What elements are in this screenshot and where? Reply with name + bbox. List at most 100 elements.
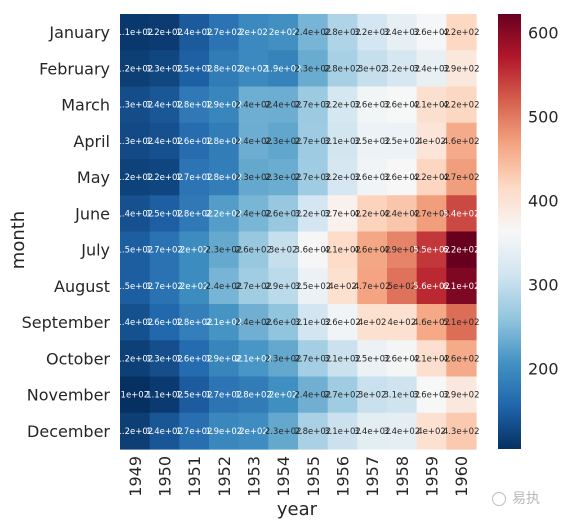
cell-annotation: 2e+02 bbox=[269, 28, 298, 38]
cell-annotation: 2.4e+02 bbox=[235, 318, 272, 328]
heatmap-cell bbox=[357, 86, 388, 124]
cell-annotation: 1.5e+02 bbox=[176, 64, 213, 74]
heatmap-cell bbox=[238, 376, 269, 414]
heatmap-cell bbox=[268, 412, 299, 450]
cell-annotation: 4.1e+02 bbox=[413, 354, 450, 364]
cell-annotation: 4e+02 bbox=[417, 137, 446, 147]
cell-annotation: 2.3e+02 bbox=[294, 64, 331, 74]
heatmap-cell bbox=[387, 50, 418, 88]
heatmap-cell bbox=[268, 304, 299, 341]
heatmap-cell bbox=[357, 195, 388, 233]
heatmap-cell bbox=[179, 195, 210, 233]
cell-annotation: 1.7e+02 bbox=[205, 28, 242, 38]
cell-annotation: 1.5e+02 bbox=[146, 209, 183, 219]
cell-annotation: 4.2e+02 bbox=[354, 209, 391, 219]
cell-annotation: 1.7e+02 bbox=[176, 427, 213, 437]
cell-annotation: 1.1e+02 bbox=[146, 391, 183, 401]
cell-annotation: 4.7e+02 bbox=[443, 173, 480, 183]
cell-annotation: 4e+02 bbox=[417, 427, 446, 437]
chat-bubble-icon bbox=[492, 492, 506, 506]
heatmap-cell bbox=[357, 376, 388, 414]
heatmap-cell bbox=[209, 304, 240, 341]
heatmap-cell bbox=[238, 122, 269, 160]
heatmap-cell bbox=[238, 267, 269, 305]
cell-annotation: 2.4e+02 bbox=[235, 137, 272, 147]
cell-annotation: 1.7e+02 bbox=[205, 391, 242, 401]
cell-annotation: 4.2e+02 bbox=[443, 101, 480, 111]
cell-annotation: 3.6e+02 bbox=[413, 391, 450, 401]
cell-annotation: 4e+02 bbox=[358, 318, 387, 328]
heatmap-cell bbox=[357, 267, 388, 305]
heatmap-cell bbox=[149, 159, 180, 196]
cell-annotation: 2.3e+02 bbox=[265, 137, 302, 147]
heatmap-cell bbox=[327, 304, 358, 341]
heatmap-cell bbox=[327, 86, 358, 124]
heatmap-cell bbox=[149, 304, 180, 341]
heatmap-cell bbox=[327, 267, 358, 305]
cell-annotation: 1.8e+02 bbox=[205, 137, 242, 147]
heatmap-cell bbox=[209, 159, 240, 196]
cell-annotation: 1.9e+02 bbox=[265, 64, 302, 74]
cell-annotation: 4.7e+02 bbox=[354, 282, 391, 292]
heatmap-cell bbox=[209, 340, 240, 378]
cell-annotation: 2e+02 bbox=[180, 246, 209, 256]
heatmap-cell bbox=[120, 159, 151, 196]
cell-annotation: 4e+02 bbox=[388, 318, 417, 328]
heatmap-cell bbox=[120, 86, 151, 124]
cell-annotation: 1.2e+02 bbox=[116, 64, 153, 74]
heatmap-cell bbox=[209, 50, 240, 88]
cell-annotation: 1.4e+02 bbox=[146, 427, 183, 437]
heatmap-cell bbox=[209, 231, 240, 269]
cell-annotation: 1.2e+02 bbox=[146, 28, 183, 38]
heatmap-cell bbox=[416, 14, 447, 51]
heatmap-cell bbox=[179, 231, 210, 269]
heatmap-cell bbox=[120, 267, 151, 305]
cell-annotation: 5.4e+02 bbox=[443, 209, 480, 219]
cell-annotation: 3.2e+02 bbox=[324, 101, 361, 111]
heatmap-cell bbox=[387, 376, 418, 414]
cell-annotation: 1.8e+02 bbox=[176, 101, 213, 111]
heatmap-cell bbox=[446, 195, 477, 233]
cell-annotation: 4.1e+02 bbox=[324, 246, 361, 256]
cell-annotation: 2.7e+02 bbox=[235, 282, 272, 292]
heatmap-cell bbox=[327, 231, 358, 269]
heatmap-cell bbox=[327, 412, 358, 450]
cell-annotation: 2.2e+02 bbox=[205, 209, 242, 219]
x-tick-label: 1954 bbox=[274, 456, 293, 497]
heatmap-cell bbox=[238, 340, 269, 378]
cell-annotation: 3.9e+02 bbox=[443, 64, 480, 74]
cell-annotation: 2.1e+02 bbox=[235, 354, 272, 364]
cell-annotation: 1.4e+02 bbox=[176, 28, 213, 38]
cell-annotation: 1.3e+02 bbox=[146, 64, 183, 74]
heatmap-cell bbox=[387, 267, 418, 305]
heatmap-cell bbox=[446, 304, 477, 341]
x-tick-label: 1955 bbox=[304, 456, 323, 497]
watermark: 易执 bbox=[492, 488, 540, 508]
heatmap-cell bbox=[416, 86, 447, 124]
heatmap-cell bbox=[179, 412, 210, 450]
heatmap-cell bbox=[416, 412, 447, 450]
x-axis-label: year bbox=[277, 499, 318, 520]
heatmap-cell bbox=[357, 14, 388, 51]
cell-annotation: 3.6e+02 bbox=[413, 28, 450, 38]
heatmap-cell bbox=[120, 195, 151, 233]
heatmap-cell bbox=[446, 122, 477, 160]
cell-annotation: 6.2e+02 bbox=[443, 246, 480, 256]
colorbar-tick-label: 600 bbox=[528, 23, 559, 42]
cell-annotation: 2e+02 bbox=[180, 282, 209, 292]
heatmap-cell bbox=[298, 86, 329, 124]
cell-annotation: 1.8e+02 bbox=[176, 318, 213, 328]
heatmap-cell bbox=[446, 14, 477, 51]
x-tick-label: 1959 bbox=[423, 456, 442, 497]
heatmap-cell bbox=[209, 86, 240, 124]
y-tick-label: July bbox=[80, 241, 110, 260]
heatmap-cell bbox=[446, 231, 477, 269]
cell-annotation: 1e+02 bbox=[121, 391, 150, 401]
x-tick-labels: 1949 1950 1951 1952 1953 1954 1955 1956 1957 1958… bbox=[126, 456, 471, 497]
cell-annotation: 1.1e+02 bbox=[116, 28, 153, 38]
cell-annotation: 2e+02 bbox=[239, 427, 268, 437]
heatmap-cell bbox=[446, 50, 477, 88]
heatmap-cell bbox=[149, 50, 180, 88]
heatmap-cell bbox=[298, 340, 329, 378]
cell-annotation: 1.2e+02 bbox=[116, 427, 153, 437]
